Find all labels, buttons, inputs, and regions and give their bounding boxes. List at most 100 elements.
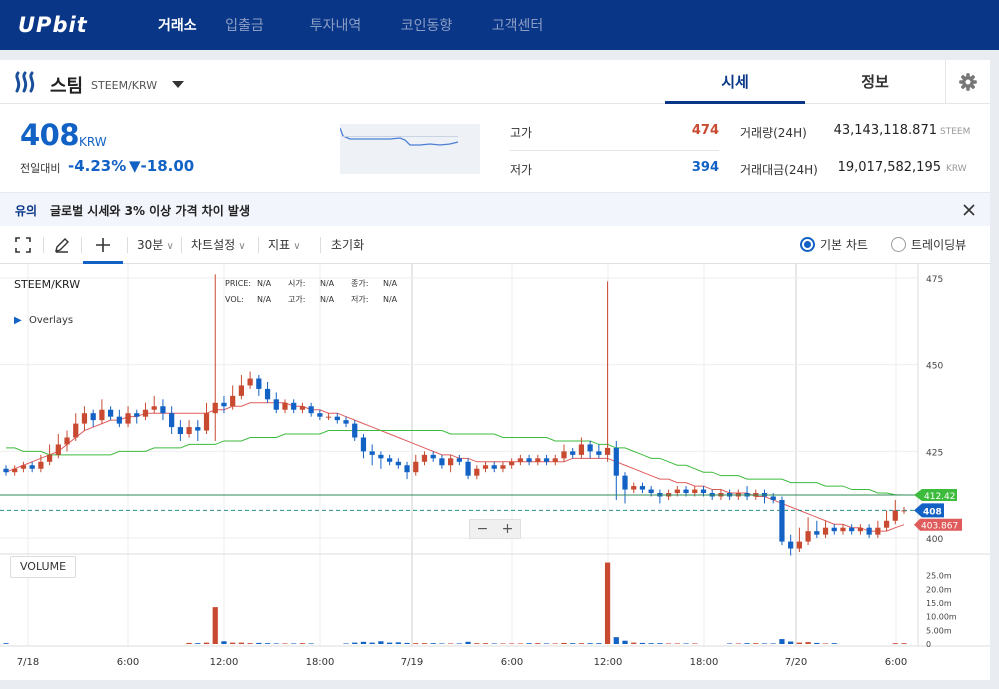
toolbar-divider [127, 237, 128, 253]
candle-body [413, 461, 419, 473]
candle-body [814, 531, 820, 535]
candle-body [3, 468, 9, 473]
mini-price-chart [340, 124, 480, 174]
candle-body [264, 388, 271, 400]
close-icon[interactable] [960, 201, 978, 219]
candle-body [439, 458, 445, 466]
basic-chart-label[interactable]: 기본 차트 [820, 238, 868, 252]
volume-bar [3, 643, 9, 644]
nav-exchange[interactable]: 거래소 [158, 18, 197, 34]
candle-body [308, 406, 314, 414]
gear-icon[interactable] [945, 60, 990, 104]
volume-bar [509, 643, 515, 644]
tradingview-radio[interactable] [891, 237, 906, 252]
coin-dropdown-chevron-down-icon[interactable] [172, 81, 184, 88]
ohlc-info-text: 시가: [288, 279, 305, 288]
zoom-in-button[interactable]: + [501, 521, 514, 537]
candle-body [108, 409, 114, 417]
candle-body [125, 413, 131, 424]
nav-customer-center[interactable]: 고객센터 [491, 18, 544, 34]
candle-body [386, 458, 393, 462]
ma-long-tag-label: 412.42 [924, 492, 956, 502]
volume-bar [282, 643, 288, 644]
ma-short-tag-label: 403.867 [921, 522, 958, 532]
nav-coin-trends[interactable]: 코인동향 [400, 18, 453, 34]
volume-bar [604, 562, 611, 644]
caution-notice: 유의 글로벌 시세와 3% 이상 가격 차이 발생 [0, 192, 990, 226]
volume-bar [456, 643, 462, 644]
interval-select[interactable]: 30분 ∨ [137, 236, 174, 253]
candle-body [700, 489, 707, 494]
crosshair-icon[interactable] [94, 236, 112, 254]
candle-body [831, 527, 837, 532]
tab-quote[interactable]: 시세 [665, 60, 805, 104]
volume-bar [186, 642, 192, 644]
volume-bar [779, 639, 785, 644]
volume-bar [474, 643, 480, 644]
coin-panel: 스팀 STEEM/KRW 시세 정보 408 KRW 전일대비 -4.23% ▼… [0, 60, 990, 680]
main-nav: 거래소 입출금 투자내역 코인동향 고객센터 [120, 0, 563, 50]
candle-body [692, 489, 698, 494]
candle-body [81, 413, 88, 424]
price-unit: KRW [79, 135, 107, 149]
change-amount: ▼-18.00 [129, 157, 195, 175]
volume-bar [727, 643, 733, 644]
candle-body [238, 385, 245, 396]
coin-header: 스팀 STEEM/KRW 시세 정보 [0, 60, 990, 104]
basic-chart-radio[interactable] [800, 237, 815, 252]
volume-bar [369, 642, 375, 644]
candle-body [203, 413, 210, 431]
fullscreen-icon[interactable] [14, 236, 32, 254]
volume-bar [822, 643, 829, 644]
volume-bar [395, 642, 401, 644]
amount-24h-unit: KRW [946, 164, 967, 174]
candle-body [247, 378, 253, 386]
candle-body [622, 475, 628, 490]
ma-long-tag [914, 489, 957, 502]
candle-body [12, 468, 18, 473]
indicators-menu[interactable]: 지표 ∨ [268, 236, 301, 253]
candle-body [892, 510, 898, 521]
volume-bar [805, 642, 811, 644]
volume-toggle-button[interactable]: VOLUME [10, 556, 76, 578]
chart-settings-label: 차트설정 [191, 238, 236, 252]
candle-body [517, 458, 524, 462]
nav-investments[interactable]: 투자내역 [309, 18, 362, 34]
volume-bar [631, 642, 637, 644]
price-chart[interactable]: 400 425 450 475 412.42 408 403.867 STEEM/KRW ▶ Ov… [0, 264, 990, 680]
upbit-logo[interactable]: UPbit [18, 13, 88, 37]
candlestick-chart-svg[interactable]: 400 425 450 475 412.42 408 403.867 STEEM/KRW ▶ Ov… [0, 264, 990, 680]
low-label: 저가 [510, 163, 533, 177]
volume-bar [421, 643, 428, 644]
volume-bar [665, 643, 672, 644]
ohlc-info-text: 종가: [351, 279, 368, 288]
candle-body [360, 437, 367, 452]
tab-info[interactable]: 정보 [861, 73, 889, 91]
volume-bar [587, 643, 593, 644]
candle-body [134, 413, 140, 417]
zoom-out-button[interactable]: − [476, 521, 489, 537]
volume-24h-value: 43,143,118.871 [833, 123, 937, 138]
reset-button[interactable]: 초기화 [331, 238, 365, 252]
volume-bar [552, 643, 558, 644]
toolbar-divider [81, 237, 82, 253]
x-tick-label: 12:00 [594, 657, 623, 668]
change-label: 전일대비 [20, 162, 61, 175]
ohlc-info-text: N/A [383, 295, 398, 304]
nav-deposit-withdraw[interactable]: 입출금 [225, 18, 264, 34]
chart-symbol: STEEM/KRW [14, 278, 80, 291]
chart-settings-menu[interactable]: 차트설정 ∨ [191, 236, 246, 253]
volume-tick-label: 10.00m [926, 613, 957, 622]
candle-body [849, 527, 855, 532]
notice-text: 글로벌 시세와 3% 이상 가격 차이 발생 [50, 204, 251, 218]
volume-bar [221, 641, 227, 644]
x-tick-label: 7/20 [785, 657, 807, 668]
stat-divider [510, 150, 719, 151]
volume-bar [230, 642, 236, 644]
tradingview-label[interactable]: 트레이딩뷰 [911, 238, 967, 252]
volume-bar [247, 643, 253, 644]
volume-bar [465, 641, 471, 644]
candle-body [822, 527, 829, 535]
pencil-icon[interactable] [53, 236, 71, 254]
volume-bar [831, 643, 837, 644]
